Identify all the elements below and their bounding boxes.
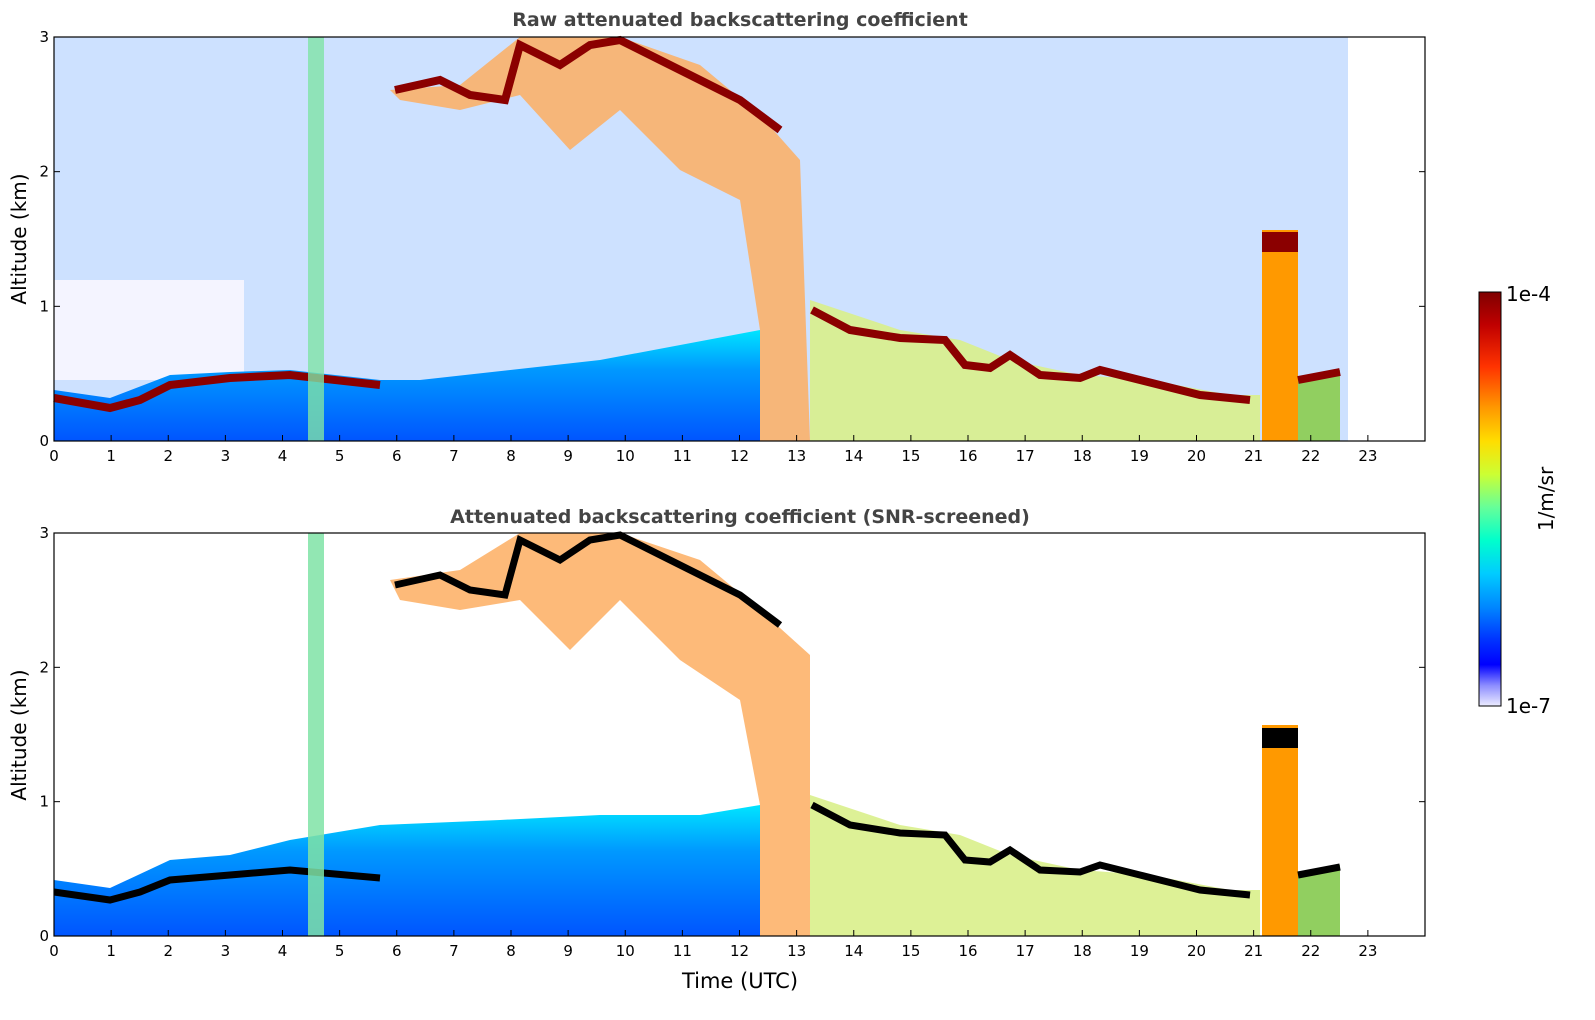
panel-screened-ylabel: Altitude (km): [7, 669, 31, 800]
x-tick-label: 23: [1358, 942, 1377, 960]
panel-screened-xlabel: Time (UTC): [681, 969, 798, 993]
x-tick-label: 1: [106, 942, 116, 960]
x-tick-label: 4: [278, 447, 288, 465]
panel-raw-plume: [308, 37, 324, 441]
x-tick-label: 11: [673, 942, 692, 960]
x-tick-label: 21: [1244, 447, 1263, 465]
x-tick-label: 15: [901, 447, 920, 465]
panel-raw: Raw attenuated backscattering coefficien…: [7, 9, 1426, 465]
panel-raw-xticks: 0 1 2 3 4 5 6 7 8 9 10 11 12 13 14 15 16 17 18 19 20 21 22 23: [49, 435, 1377, 465]
panel-raw-orange-column: [1262, 230, 1298, 441]
y-tick-label: 1: [39, 297, 49, 315]
x-tick-label: 11: [673, 447, 692, 465]
x-tick-label: 5: [335, 942, 345, 960]
colorbar-unit-label: 1/m/sr: [1534, 466, 1558, 531]
y-tick-label: 2: [39, 658, 49, 676]
panel-screened-cloud-block: [1262, 728, 1298, 748]
panel-screened-low-cloud-top: [810, 801, 1251, 899]
x-tick-label: 10: [616, 447, 635, 465]
x-tick-label: 8: [506, 942, 516, 960]
x-tick-label: 21: [1244, 942, 1263, 960]
panel-screened-late-layer: [1298, 865, 1340, 936]
x-tick-label: 14: [844, 447, 863, 465]
panel-raw-title: Raw attenuated backscattering coefficien…: [512, 9, 968, 31]
panel-screened-cloud-layer: [390, 533, 810, 936]
panel-raw-late-layer: [1298, 370, 1340, 441]
x-tick-label: 7: [449, 447, 459, 465]
y-tick-label: 1: [39, 793, 49, 811]
x-tick-label: 17: [1016, 942, 1035, 960]
x-tick-label: 18: [1073, 447, 1092, 465]
colorbar: 1e-4 1e-7 1/m/sr: [1478, 282, 1558, 718]
x-tick-label: 5: [335, 447, 345, 465]
x-tick-label: 15: [901, 942, 920, 960]
x-tick-label: 9: [563, 942, 573, 960]
x-tick-label: 19: [1130, 942, 1149, 960]
panel-raw-cloud-block: [1262, 232, 1298, 252]
panel-screened-plume: [308, 533, 324, 936]
colorbar-min-label: 1e-7: [1506, 694, 1551, 718]
y-tick-label: 0: [39, 432, 49, 450]
colorbar-gradient: [1478, 291, 1502, 707]
x-tick-label: 6: [392, 942, 402, 960]
x-tick-label: 13: [787, 942, 806, 960]
x-tick-label: 0: [49, 447, 59, 465]
x-tick-label: 6: [392, 447, 402, 465]
panel-raw-cloud-top: [394, 35, 783, 134]
panel-raw-low-cloud-top: [810, 306, 1251, 404]
y-tick-label: 3: [39, 28, 49, 46]
x-tick-label: 20: [1187, 447, 1206, 465]
x-tick-label: 13: [787, 447, 806, 465]
panel-screened-late-layer-top: [1297, 863, 1341, 879]
x-tick-label: 22: [1301, 942, 1320, 960]
x-tick-label: 12: [730, 942, 749, 960]
x-tick-label: 10: [616, 942, 635, 960]
y-tick-label: 3: [39, 524, 49, 542]
panel-raw-yticks: 0 1 2 3: [39, 28, 1425, 450]
panel-screened-yticks: 0 1 2 3: [39, 524, 1425, 945]
panel-screened-title: Attenuated backscattering coefficient (S…: [450, 506, 1030, 528]
x-tick-label: 16: [958, 942, 977, 960]
x-tick-label: 1: [106, 447, 116, 465]
x-tick-label: 0: [49, 942, 59, 960]
panel-screened-xticks: 0 1 2 3 4 5 6 7 8 9 10 11 12 13 14 15 16 17 18 19 20 21 22 23: [49, 930, 1377, 960]
x-tick-label: 7: [449, 942, 459, 960]
panel-screened-plot: [53, 531, 1426, 937]
panel-screened-boundary-layer-top: [53, 866, 381, 904]
panel-raw-cloud-layer: [390, 37, 810, 441]
panel-raw-boundary-layer: [54, 330, 760, 441]
panel-raw-clear-air: [54, 280, 244, 380]
x-tick-label: 22: [1301, 447, 1320, 465]
x-tick-label: 14: [844, 942, 863, 960]
panel-screened-boundary-layer: [54, 805, 760, 936]
panel-screened: Attenuated backscattering coefficient (S…: [7, 506, 1426, 993]
x-tick-label: 20: [1187, 942, 1206, 960]
panel-screened-cloud-top: [394, 531, 783, 628]
panel-raw-ylabel: Altitude (km): [7, 173, 31, 304]
x-tick-label: 2: [163, 447, 173, 465]
x-tick-label: 3: [221, 447, 231, 465]
x-tick-label: 23: [1358, 447, 1377, 465]
x-tick-label: 4: [278, 942, 288, 960]
colorbar-max-label: 1e-4: [1506, 282, 1551, 306]
panel-raw-boundary-layer-top: [53, 370, 381, 413]
y-tick-label: 0: [39, 927, 49, 945]
panel-screened-orange-column: [1262, 725, 1298, 936]
panel-raw-late-layer-top: [1297, 368, 1341, 384]
x-tick-label: 2: [163, 942, 173, 960]
y-tick-label: 2: [39, 163, 49, 181]
x-tick-label: 9: [563, 447, 573, 465]
x-tick-label: 19: [1130, 447, 1149, 465]
x-tick-label: 16: [958, 447, 977, 465]
x-tick-label: 3: [221, 942, 231, 960]
x-tick-label: 12: [730, 447, 749, 465]
x-tick-label: 17: [1016, 447, 1035, 465]
panel-raw-plot: [53, 35, 1426, 442]
x-tick-label: 8: [506, 447, 516, 465]
x-tick-label: 18: [1073, 942, 1092, 960]
